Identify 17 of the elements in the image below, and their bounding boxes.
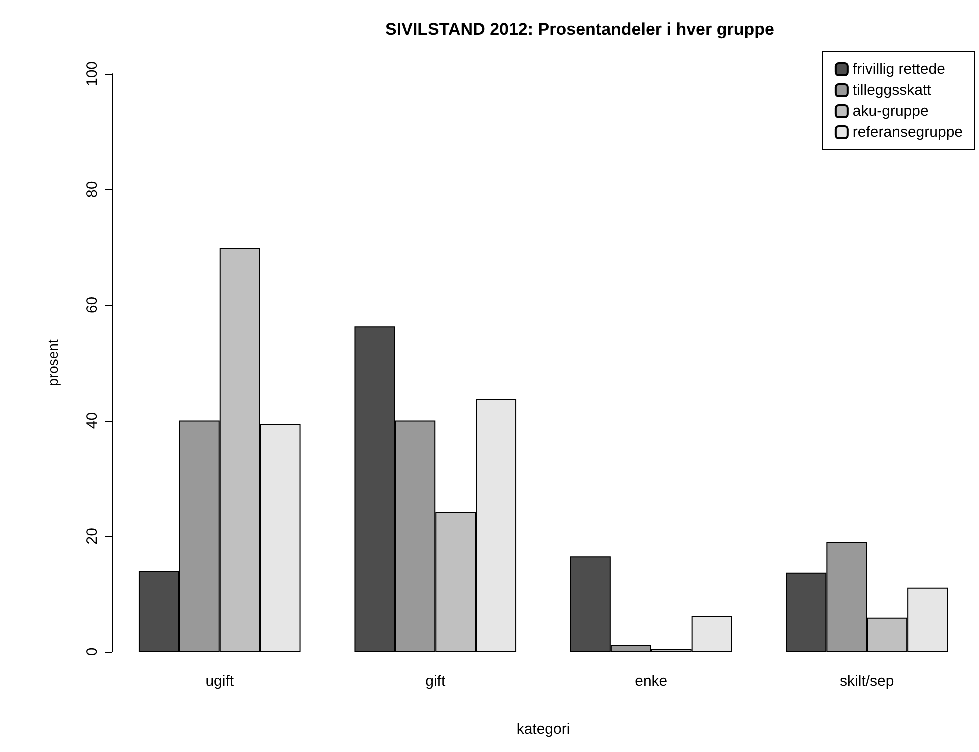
legend-label: referansegruppe — [852, 124, 963, 141]
y-axis-title: prosent — [45, 340, 61, 386]
x-axis-title: kategori — [516, 721, 570, 738]
legend-label: aku-gruppe — [852, 103, 929, 120]
y-tick-label: 0 — [84, 648, 101, 656]
x-tick-label: ugift — [206, 673, 235, 690]
y-tick-label: 60 — [84, 296, 101, 314]
x-tick-label: enke — [635, 673, 668, 690]
y-tick-label: 20 — [84, 528, 101, 545]
x-tick-label: gift — [426, 673, 446, 690]
legend-label: tilleggsskatt — [852, 82, 932, 99]
y-tick-label: 100 — [84, 61, 101, 87]
legend-label: frivillig rettede — [852, 61, 946, 78]
chart-title: SIVILSTAND 2012: Prosentandeler i hver gruppe — [386, 20, 774, 39]
x-tick-label: skilt/sep — [840, 673, 894, 690]
y-tick-label: 80 — [84, 181, 101, 198]
y-tick-label: 40 — [84, 412, 101, 430]
